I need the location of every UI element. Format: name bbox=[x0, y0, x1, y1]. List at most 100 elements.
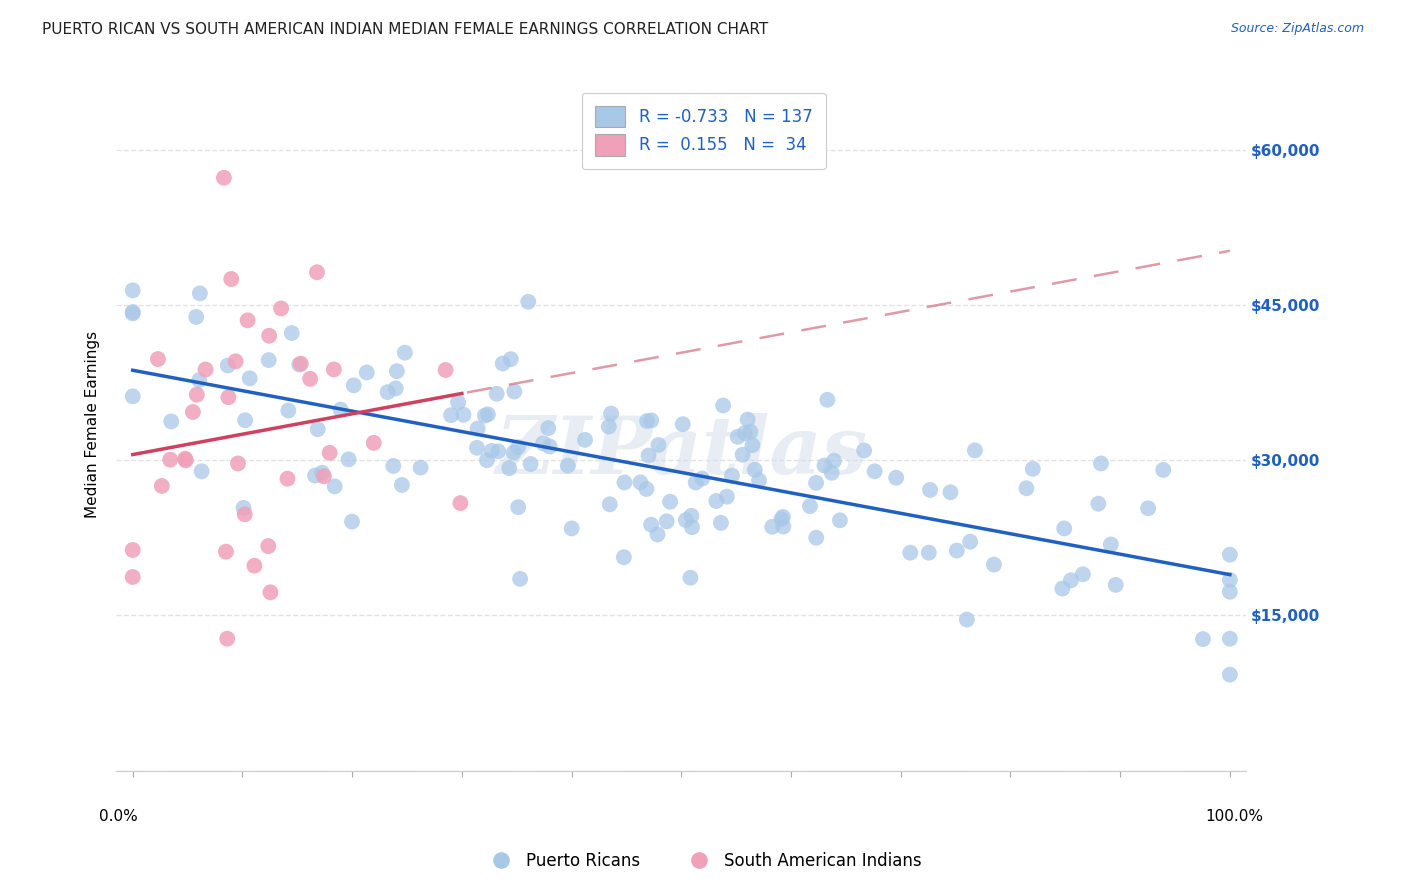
Point bbox=[217, 390, 239, 404]
Point bbox=[599, 497, 621, 511]
Point bbox=[1099, 537, 1122, 551]
Point bbox=[963, 443, 986, 458]
Point bbox=[323, 479, 346, 493]
Point bbox=[311, 466, 333, 480]
Point bbox=[898, 546, 921, 560]
Point bbox=[502, 445, 524, 459]
Point bbox=[983, 558, 1005, 572]
Point bbox=[243, 558, 266, 573]
Point bbox=[647, 527, 669, 541]
Point bbox=[959, 534, 981, 549]
Point bbox=[340, 515, 363, 529]
Point bbox=[741, 438, 763, 452]
Point bbox=[233, 413, 256, 427]
Point bbox=[121, 389, 143, 403]
Point bbox=[270, 301, 292, 316]
Text: Source: ZipAtlas.com: Source: ZipAtlas.com bbox=[1230, 22, 1364, 36]
Point bbox=[337, 452, 360, 467]
Point bbox=[174, 453, 197, 467]
Point bbox=[277, 403, 299, 417]
Point bbox=[486, 444, 509, 458]
Point bbox=[681, 508, 703, 523]
Point bbox=[1137, 501, 1160, 516]
Point bbox=[1060, 574, 1083, 588]
Point bbox=[150, 479, 173, 493]
Point bbox=[772, 509, 794, 524]
Point bbox=[538, 440, 561, 454]
Point bbox=[1192, 632, 1215, 646]
Point bbox=[806, 531, 828, 545]
Point bbox=[299, 372, 322, 386]
Point bbox=[174, 451, 197, 466]
Point bbox=[721, 468, 744, 483]
Point bbox=[385, 364, 408, 378]
Point bbox=[1022, 462, 1045, 476]
Point bbox=[485, 386, 508, 401]
Point bbox=[508, 440, 530, 454]
Point bbox=[160, 414, 183, 428]
Point bbox=[181, 405, 204, 419]
Text: 100.0%: 100.0% bbox=[1205, 809, 1263, 824]
Point bbox=[799, 499, 821, 513]
Point bbox=[465, 441, 488, 455]
Point bbox=[853, 443, 876, 458]
Text: PUERTO RICAN VS SOUTH AMERICAN INDIAN MEDIAN FEMALE EARNINGS CORRELATION CHART: PUERTO RICAN VS SOUTH AMERICAN INDIAN ME… bbox=[42, 22, 769, 37]
Point bbox=[863, 464, 886, 478]
Point bbox=[1052, 582, 1074, 596]
Point bbox=[343, 378, 366, 392]
Point bbox=[681, 520, 703, 534]
Point bbox=[939, 485, 962, 500]
Point bbox=[517, 294, 540, 309]
Point bbox=[384, 381, 406, 395]
Point bbox=[574, 433, 596, 447]
Point bbox=[257, 328, 280, 343]
Point bbox=[640, 517, 662, 532]
Point bbox=[217, 632, 239, 646]
Point bbox=[761, 520, 783, 534]
Point bbox=[748, 474, 770, 488]
Point bbox=[318, 446, 340, 460]
Point bbox=[288, 358, 311, 372]
Point bbox=[598, 419, 620, 434]
Point bbox=[257, 353, 280, 368]
Point bbox=[537, 421, 560, 435]
Text: ZIPatlas: ZIPatlas bbox=[495, 413, 868, 491]
Point bbox=[828, 513, 851, 527]
Point bbox=[481, 443, 503, 458]
Point bbox=[304, 468, 326, 483]
Point bbox=[447, 395, 470, 409]
Point bbox=[257, 539, 280, 553]
Point bbox=[628, 475, 651, 490]
Point bbox=[186, 387, 208, 401]
Point bbox=[121, 306, 143, 320]
Point bbox=[307, 422, 329, 436]
Point bbox=[363, 435, 385, 450]
Point bbox=[1105, 578, 1128, 592]
Point bbox=[186, 310, 208, 324]
Point bbox=[1219, 548, 1241, 562]
Point bbox=[1053, 521, 1076, 535]
Point bbox=[225, 354, 247, 368]
Point bbox=[710, 516, 733, 530]
Point bbox=[946, 543, 969, 558]
Point bbox=[636, 414, 658, 428]
Point bbox=[121, 570, 143, 584]
Point bbox=[727, 430, 749, 444]
Point bbox=[121, 305, 143, 319]
Point bbox=[744, 463, 766, 477]
Point bbox=[821, 466, 844, 480]
Point bbox=[290, 357, 312, 371]
Point bbox=[188, 373, 211, 387]
Point bbox=[772, 519, 794, 533]
Point bbox=[190, 464, 212, 478]
Point bbox=[637, 449, 659, 463]
Point bbox=[731, 448, 754, 462]
Point bbox=[239, 371, 262, 385]
Point bbox=[672, 417, 695, 432]
Point bbox=[146, 351, 169, 366]
Point bbox=[215, 544, 238, 558]
Point bbox=[217, 359, 239, 373]
Point bbox=[679, 571, 702, 585]
Point bbox=[613, 550, 636, 565]
Point bbox=[1219, 584, 1241, 599]
